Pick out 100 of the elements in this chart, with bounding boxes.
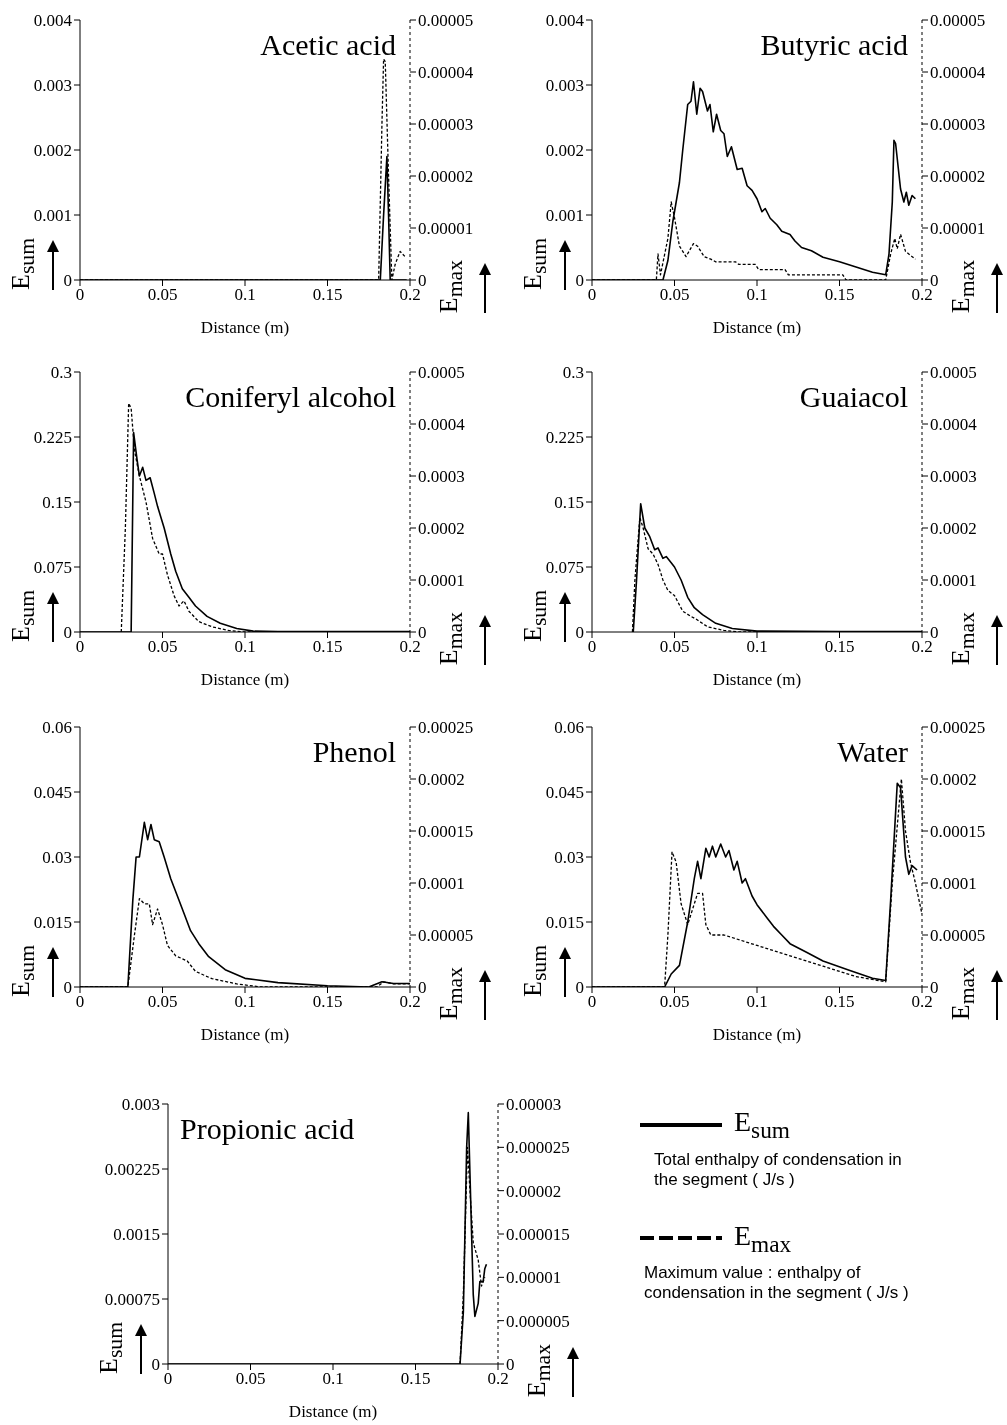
x-tick-label: 0.1 — [234, 637, 256, 657]
x-tick-label: 0.2 — [399, 992, 421, 1012]
y-tick-label: 0 — [575, 623, 584, 643]
chart-title: Butyric acid — [760, 28, 908, 62]
chart-title: Phenol — [312, 735, 396, 769]
y2-tick-label: 0.0002 — [930, 519, 977, 539]
y-tick-label: 0.06 — [42, 718, 72, 738]
y2-tick-label: 0.0005 — [930, 363, 977, 383]
x-tick-label: 0.2 — [399, 285, 421, 305]
y-tick-label: 0.3 — [562, 363, 584, 383]
y2-tick-label: 0.0004 — [930, 415, 978, 435]
y-tick-label: 0.075 — [545, 558, 584, 578]
y2-tick-label: 0.0003 — [930, 467, 977, 487]
y2-tick-label: 0.00025 — [418, 718, 474, 738]
y-tick-label: 0.15 — [42, 493, 72, 513]
y2-tick-label: 0.00003 — [418, 115, 474, 135]
y2-tick-label: 0.0001 — [418, 571, 465, 591]
y2-tick-label: 0.00003 — [930, 115, 986, 135]
y-tick-label: 0.015 — [545, 913, 584, 933]
y-tick-label: 0.004 — [545, 11, 585, 31]
x-tick-label: 0.05 — [659, 992, 690, 1012]
y2-tick-label: 0.00002 — [930, 167, 986, 187]
y2-tick-label: 0.00003 — [506, 1095, 562, 1115]
y2-tick-label: 0.0002 — [418, 770, 465, 790]
y2-tick-label: 0.000025 — [506, 1138, 570, 1158]
y2-tick-label: 0.00001 — [506, 1268, 562, 1288]
y2-tick-label: 0.0002 — [930, 770, 977, 790]
x-tick-label: 0.1 — [746, 992, 768, 1012]
y-tick-label: 0.001 — [33, 206, 72, 226]
chart-title: Coniferyl alcohol — [185, 380, 396, 414]
chart-title: Propionic acid — [180, 1112, 355, 1146]
y2-tick-label: 0 — [930, 623, 939, 643]
y2-tick-label: 0.00025 — [930, 718, 986, 738]
y2-tick-label: 0.0002 — [418, 519, 465, 539]
y-tick-label: 0.001 — [545, 206, 584, 226]
y2-tick-label: 0.00001 — [930, 219, 986, 239]
text: Maximum value : enthalpy of condensation in the segment ( J/s ) — [644, 1263, 910, 1304]
y2-tick-label: 0.00005 — [418, 11, 474, 31]
x-axis-title: Distance (m) — [711, 1025, 803, 1045]
y-tick-label: 0.015 — [33, 913, 72, 933]
y-tick-label: 0.03 — [42, 848, 72, 868]
y2-tick-label: 0.0001 — [930, 571, 977, 591]
y2-tick-label: 0.00015 — [418, 822, 474, 842]
y-tick-label: 0.003 — [33, 76, 72, 96]
text: E$_{max}$ — [734, 1219, 792, 1258]
y2-tick-label: 0.0004 — [418, 415, 466, 435]
chart-title: Water — [837, 735, 908, 769]
x-axis-title: Distance (m) — [711, 670, 803, 690]
y2-tick-label: 0.000005 — [506, 1311, 570, 1331]
y2-tick-label: 0 — [418, 978, 427, 998]
x-tick-label: 0.2 — [911, 285, 933, 305]
y-tick-label: 0 — [575, 978, 584, 998]
x-tick-label: 0.05 — [147, 285, 178, 305]
x-tick-label: 0.05 — [659, 637, 690, 657]
x-tick-label: 0.15 — [824, 285, 855, 305]
x-tick-label: 0.2 — [399, 637, 421, 657]
y2-tick-label: 0.0001 — [930, 874, 977, 894]
x-axis-title: Distance (m) — [199, 318, 291, 338]
chart-title: Guaiacol — [799, 380, 908, 414]
y-tick-label: 0.15 — [554, 493, 584, 513]
y2-tick-label: 0 — [418, 623, 427, 643]
y2-tick-label: 0 — [506, 1355, 515, 1375]
y-tick-label: 0.002 — [545, 141, 584, 161]
y-tick-label: 0 — [63, 978, 72, 998]
y-tick-label: 0.225 — [545, 428, 584, 448]
x-tick-label: 0.1 — [234, 285, 256, 305]
y-tick-label: 0.003 — [121, 1095, 160, 1115]
y-tick-label: 0.045 — [33, 783, 72, 803]
x-tick-label: 0.1 — [234, 992, 256, 1012]
y2-tick-label: 0.000015 — [506, 1225, 570, 1245]
y2-tick-label: 0.00005 — [930, 926, 986, 946]
y-tick-label: 0.00075 — [104, 1290, 160, 1310]
x-axis-title: Distance (m) — [199, 1025, 291, 1045]
chart-title: Acetic acid — [260, 28, 396, 62]
x-tick-label: 0.05 — [235, 1369, 266, 1389]
y2-tick-label: 0.00001 — [418, 219, 474, 239]
y-tick-label: 0.075 — [33, 558, 72, 578]
y-tick-label: 0.06 — [554, 718, 584, 738]
y-tick-label: 0.0015 — [113, 1225, 160, 1245]
y2-tick-label: 0.00002 — [506, 1181, 562, 1201]
y2-tick-label: 0.00004 — [418, 63, 474, 83]
y-tick-label: 0.00225 — [104, 1160, 160, 1180]
x-axis-title: Distance (m) — [711, 318, 803, 338]
x-tick-label: 0.2 — [911, 637, 933, 657]
x-tick-label: 0.15 — [400, 1369, 431, 1389]
x-tick-label: 0.15 — [312, 285, 343, 305]
y-tick-label: 0.045 — [545, 783, 584, 803]
y2-tick-label: 0.00005 — [418, 926, 474, 946]
x-tick-label: 0.15 — [312, 637, 343, 657]
y2-tick-label: 0.0001 — [418, 874, 465, 894]
text: E$_{sum}$ — [734, 1106, 790, 1144]
y-tick-label: 0.225 — [33, 428, 72, 448]
y2-tick-label: 0.00005 — [930, 11, 986, 31]
y2-tick-label: 0.00004 — [930, 63, 986, 83]
y-tick-label: 0 — [151, 1355, 160, 1375]
x-tick-label: 0.05 — [659, 285, 690, 305]
y-tick-label: 0.003 — [545, 76, 584, 96]
x-tick-label: 0.2 — [911, 992, 933, 1012]
x-tick-label: 0.1 — [746, 285, 768, 305]
x-tick-label: 0.05 — [147, 992, 178, 1012]
